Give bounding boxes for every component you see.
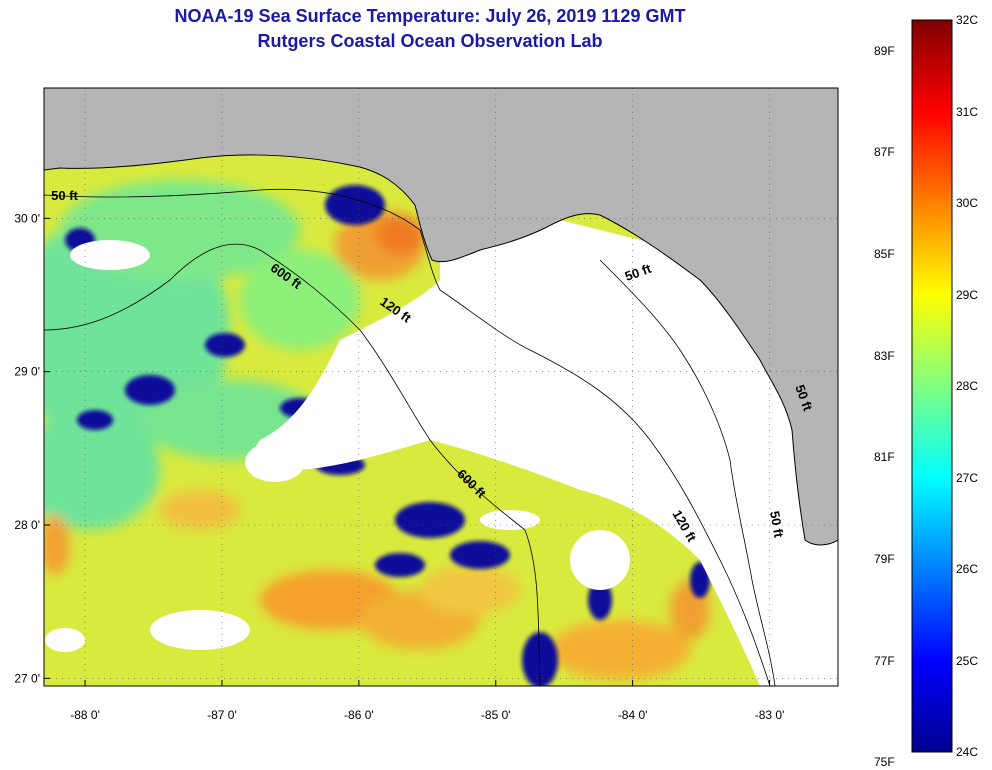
colorbar-celsius-label: 25C <box>956 653 979 668</box>
colorbar-fahrenheit-label: 75F <box>874 755 895 770</box>
lat-tick-label: 28 0' <box>14 518 40 532</box>
map-title: NOAA-19 Sea Surface Temperature: July 26… <box>174 6 686 26</box>
lon-tick-label: -85 0' <box>481 708 511 722</box>
lon-tick-label: -84 0' <box>618 708 648 722</box>
colorbar-fahrenheit-label: 79F <box>874 551 895 566</box>
coastline <box>44 154 838 546</box>
lon-tick-label: -87 0' <box>207 708 237 722</box>
lat-tick-label: 29 0' <box>14 365 40 379</box>
colorbar: 32C 31C 30C 29C 28C 27C 26C 25C 24C 89F 87F 85F 83F 8… <box>870 13 992 770</box>
lon-tick-label: -86 0' <box>344 708 374 722</box>
bathymetry-contours <box>44 188 776 686</box>
lon-tick-label: -83 0' <box>755 708 785 722</box>
lat-tick-label: 30 0' <box>14 211 40 225</box>
colorbar-fahrenheit-label: 85F <box>874 246 895 261</box>
colorbar-celsius-label: 28C <box>956 379 979 393</box>
colorbar-fahrenheit-label: 83F <box>874 348 895 363</box>
colorbar-celsius-label: 24C <box>956 745 979 759</box>
map-subtitle: Rutgers Coastal Ocean Observation Lab <box>257 31 603 51</box>
contour-label: 50 ft <box>767 510 787 540</box>
colorbar-fahrenheit-label: 89F <box>874 43 895 58</box>
lat-tick-label: 27 0' <box>14 671 40 685</box>
colorbar-celsius-label: 26C <box>956 562 979 576</box>
lon-tick-label: -88 0' <box>70 708 100 722</box>
colorbar-fahrenheit-label: 81F <box>874 450 895 465</box>
colorbar-fahrenheit-label: 77F <box>874 653 895 668</box>
colorbar-gradient <box>911 19 953 753</box>
sst-field <box>44 180 754 680</box>
land-mass <box>44 88 838 545</box>
colorbar-celsius-label: 27C <box>956 470 979 485</box>
colorbar-fahrenheit-label: 87F <box>874 145 895 160</box>
cold-patches <box>65 185 710 686</box>
graticule <box>44 88 838 686</box>
colorbar-celsius-label: 29C <box>956 287 979 302</box>
axis-ticks: -88 0' -87 0' -86 0' -85 0' -84 0' -83 0' 30 0… <box>14 211 784 722</box>
colorbar-celsius-label: 30C <box>956 196 979 210</box>
colorbar-celsius-label: 32C <box>956 13 979 27</box>
contour-label: 50 ft <box>51 188 78 203</box>
cloud-mask <box>45 190 838 686</box>
colorbar-celsius-label: 31C <box>956 104 979 119</box>
map-frame <box>43 87 839 687</box>
